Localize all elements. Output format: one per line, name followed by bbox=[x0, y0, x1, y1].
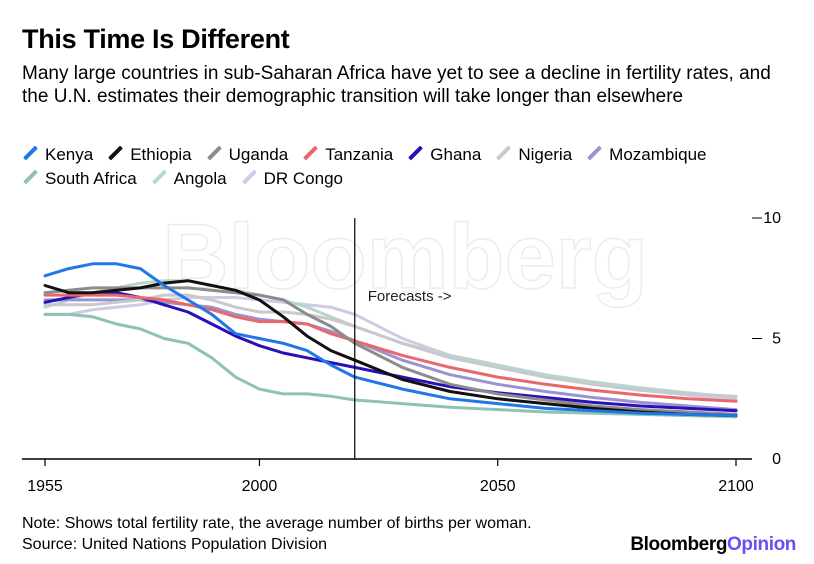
legend-label: Uganda bbox=[228, 145, 289, 164]
legend-item: Tanzania bbox=[302, 143, 393, 167]
series-line bbox=[43, 312, 738, 419]
legend-label: Angola bbox=[173, 169, 227, 188]
chart-title: This Time Is Different bbox=[22, 24, 290, 54]
series-line bbox=[43, 279, 738, 418]
legend-item: Ethiopia bbox=[107, 143, 192, 167]
series-line bbox=[43, 293, 738, 403]
y-tick-label: 5 bbox=[772, 331, 781, 348]
source-text: Source: United Nations Population Divisi… bbox=[22, 536, 328, 553]
legend-label: Tanzania bbox=[325, 145, 394, 164]
legend-item: Nigeria bbox=[495, 143, 572, 167]
bloomberg-opinion-logo: BloombergOpinion bbox=[630, 534, 796, 556]
chart-footnote: Note: Shows total fertility rate, the av… bbox=[22, 513, 532, 555]
legend-swatch bbox=[23, 145, 38, 161]
x-tick-label: 1955 bbox=[27, 478, 63, 495]
legend-label: Nigeria bbox=[518, 145, 573, 164]
legend-swatch bbox=[303, 145, 319, 161]
forecast-annotation: Forecasts -> bbox=[368, 288, 452, 305]
legend-label: DR Congo bbox=[263, 169, 343, 188]
series-line bbox=[43, 293, 738, 398]
legend-swatch bbox=[408, 145, 424, 161]
legend-label: Mozambique bbox=[609, 145, 707, 164]
y-tick-label: 10 bbox=[763, 210, 781, 227]
x-tick-label: 2100 bbox=[718, 478, 754, 495]
legend-item: DR Congo bbox=[241, 167, 343, 191]
legend-label: Ghana bbox=[430, 145, 482, 164]
x-tick-label: 2050 bbox=[480, 478, 516, 495]
legend-item: Kenya bbox=[22, 143, 93, 167]
chart-legend: Kenya Ethiopia Uganda Tanzania Ghana Nigeria M… bbox=[22, 143, 802, 191]
legend-swatch bbox=[241, 169, 257, 185]
logo-main-text: Bloomberg bbox=[630, 534, 728, 555]
legend-item: Mozambique bbox=[586, 143, 707, 167]
legend-item: Uganda bbox=[206, 143, 289, 167]
legend-swatch bbox=[587, 145, 603, 161]
legend-swatch bbox=[108, 145, 124, 161]
chart-subtitle: Many large countries in sub-Saharan Afri… bbox=[22, 63, 771, 107]
legend-swatch bbox=[151, 169, 167, 185]
series-line bbox=[43, 262, 738, 418]
x-tick-label: 2000 bbox=[242, 478, 278, 495]
legend-swatch bbox=[23, 169, 38, 185]
legend-label: South Africa bbox=[45, 169, 137, 188]
legend-item: Ghana bbox=[407, 143, 481, 167]
series-line bbox=[43, 279, 738, 399]
legend-swatch bbox=[206, 145, 222, 161]
legend-label: Ethiopia bbox=[130, 145, 192, 164]
y-tick-label: 0 bbox=[772, 451, 781, 468]
note-text: Note: Shows total fertility rate, the av… bbox=[22, 515, 532, 532]
legend-item: Angola bbox=[151, 167, 227, 191]
logo-accent-text: Opinion bbox=[727, 534, 796, 555]
legend-swatch bbox=[496, 145, 512, 161]
legend-label: Kenya bbox=[45, 145, 94, 164]
legend-item: South Africa bbox=[22, 167, 137, 191]
